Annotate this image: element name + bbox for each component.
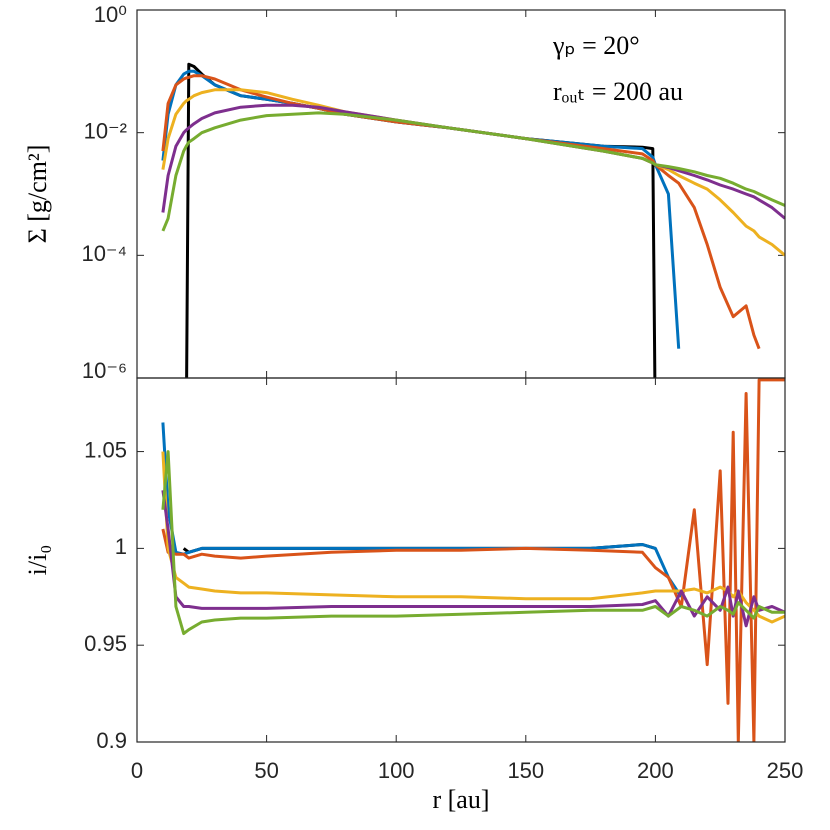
x-tick-label: 100	[378, 758, 415, 783]
x-tick-label: 200	[637, 758, 674, 783]
series-line	[161, 450, 785, 636]
y-tick-label: 10⁻²	[84, 118, 127, 143]
series-line	[161, 490, 785, 628]
series-line	[161, 111, 785, 232]
y-tick-label: 10⁻⁶	[82, 358, 127, 383]
plot	[161, 62, 785, 378]
annotation: rₒᵤₜ = 200 au	[553, 77, 683, 106]
series-line	[185, 62, 657, 378]
y-tick-label: 0.9	[96, 728, 127, 753]
y-axis-label: i/i₀	[23, 545, 52, 576]
y-tick-label: 10⁻⁴	[81, 241, 127, 266]
y-axis-label: Σ [g/cm²]	[23, 145, 52, 244]
x-tick-label: 250	[767, 758, 804, 783]
x-axis-label: r [au]	[432, 785, 489, 814]
x-tick-label: 150	[507, 758, 544, 783]
y-tick-label: 0.95	[84, 631, 127, 656]
series-line	[161, 378, 785, 742]
series-line	[161, 69, 681, 349]
frame	[136, 377, 786, 743]
frame	[136, 9, 786, 379]
series-line	[161, 451, 785, 624]
y-tick-label: 1	[115, 534, 127, 559]
annotation: γₚ = 20°	[552, 31, 640, 60]
y-tick-label: 1.05	[84, 437, 127, 462]
x-tick-label: 0	[131, 758, 143, 783]
plot	[161, 378, 785, 742]
y-tick-label: 10⁰	[94, 2, 127, 27]
x-tick-label: 50	[254, 758, 278, 783]
series-line	[161, 422, 683, 598]
